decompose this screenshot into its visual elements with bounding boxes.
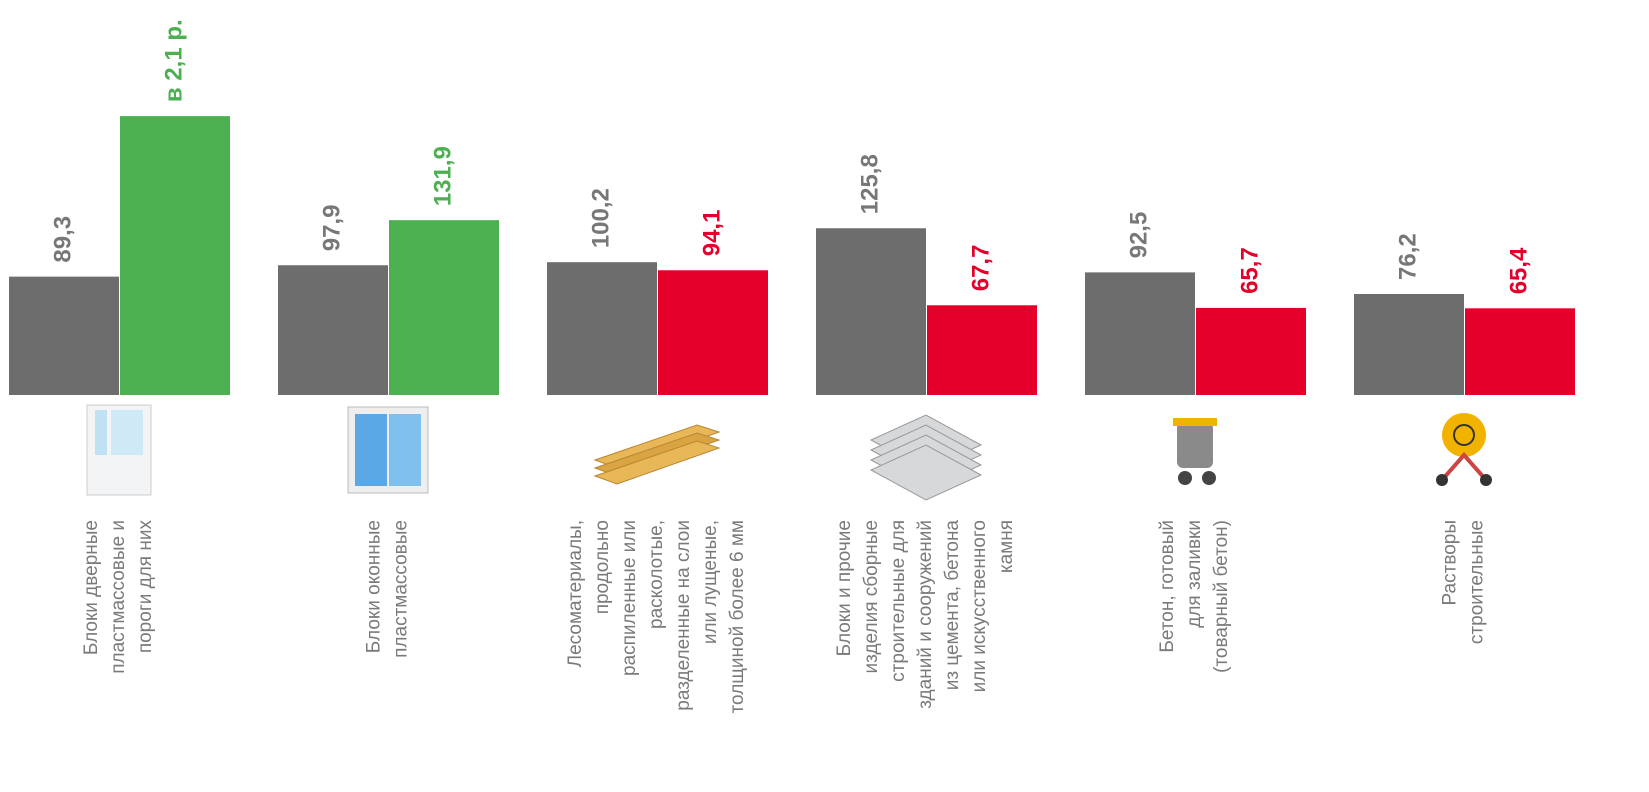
bar <box>816 228 926 395</box>
category-label: строительные <box>1467 520 1488 644</box>
category-label: Бетон, готовый <box>1157 520 1178 653</box>
category-label: пластмассовые и <box>108 520 129 674</box>
icon-part <box>1453 424 1475 446</box>
icon-part <box>111 410 143 455</box>
category-label: пластмассовые <box>391 520 412 658</box>
icon-part <box>1442 413 1486 457</box>
value-label: 125,8 <box>856 154 883 214</box>
value-label: 65,4 <box>1505 247 1532 294</box>
bar <box>1354 293 1464 395</box>
category-label: Лесоматериалы, <box>565 520 586 667</box>
category-label: зданий и сооружений <box>915 520 936 709</box>
category-label: изделия сборные <box>861 520 882 673</box>
value-label: 65,7 <box>1236 247 1263 294</box>
bar <box>1085 272 1195 395</box>
bar <box>278 265 388 395</box>
category-label: распиленные или <box>619 520 640 676</box>
value-label: 92,5 <box>1125 212 1152 259</box>
category-label: разделенные на слои <box>673 520 694 711</box>
bar <box>389 220 499 395</box>
bar <box>120 116 230 395</box>
icon-part <box>355 414 387 486</box>
category-label: из цемента, бетона <box>942 520 963 691</box>
category-label: для заливки <box>1184 520 1205 628</box>
category-label: расколотые, <box>646 520 667 629</box>
value-label: 67,7 <box>967 245 994 292</box>
icon-part <box>1202 471 1216 485</box>
value-label: в 2,1 р. <box>160 19 187 102</box>
category-icon <box>869 414 983 501</box>
bar <box>1465 308 1575 395</box>
category-icon <box>86 404 152 496</box>
value-label: 131,9 <box>429 146 456 206</box>
icon-part <box>1436 474 1448 486</box>
category-icon <box>1173 418 1217 485</box>
value-label: 97,9 <box>318 205 345 252</box>
icon-part <box>1177 422 1213 468</box>
bar <box>927 305 1037 395</box>
category-label: пороги для них <box>135 520 156 654</box>
value-label: 94,1 <box>698 210 725 257</box>
category-label: или искусственного <box>969 520 990 692</box>
bar <box>547 262 657 395</box>
icon-part <box>1178 471 1192 485</box>
bar <box>1196 307 1306 395</box>
value-label: 76,2 <box>1394 233 1421 280</box>
bar <box>9 276 119 395</box>
category-label: строительные для <box>888 520 909 682</box>
icon-part <box>869 444 983 501</box>
value-label: 100,2 <box>587 188 614 248</box>
category-icon <box>593 424 721 485</box>
category-label: толщиной более 6 мм <box>727 520 748 713</box>
category-label: или лущеные, <box>700 520 721 644</box>
category-icon <box>1436 413 1492 486</box>
category-label: продольно <box>592 520 613 614</box>
category-label: Блоки дверные <box>81 520 102 655</box>
category-icon <box>347 406 429 494</box>
category-label: камня <box>996 520 1017 573</box>
icon-part <box>1173 418 1217 426</box>
value-label: 89,3 <box>49 216 76 263</box>
icon-part <box>389 414 421 486</box>
category-label: Блоки и прочие <box>834 520 855 656</box>
icon-part <box>593 440 721 485</box>
category-label: Растворы <box>1440 520 1461 605</box>
icon-part <box>1440 451 1488 482</box>
bar <box>658 270 768 395</box>
category-label: Блоки оконные <box>364 520 385 653</box>
icon-part <box>95 410 107 455</box>
icon-part <box>1480 474 1492 486</box>
category-label: (товарный бетон) <box>1211 520 1232 673</box>
